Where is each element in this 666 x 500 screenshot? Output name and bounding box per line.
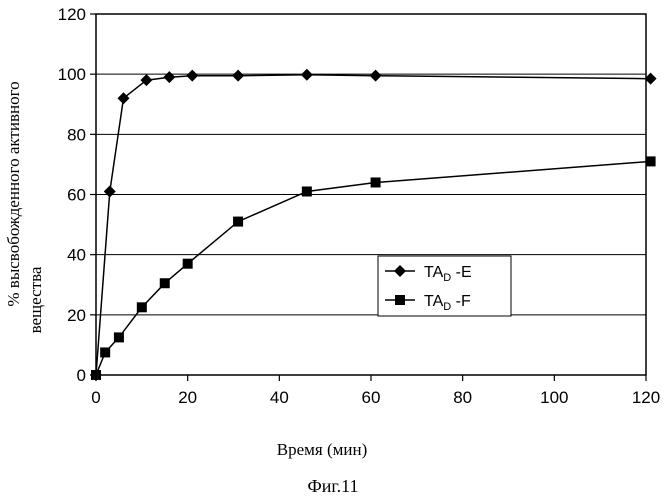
- series-0-point-4: [163, 71, 175, 83]
- y-axis-title-line-2: вещества: [26, 266, 45, 333]
- legend-marker-1: [395, 295, 405, 305]
- y-tick-label-6: 120: [58, 5, 86, 24]
- series-layer: [90, 69, 657, 381]
- series-1-line: [96, 161, 651, 375]
- series-0-point-6: [232, 70, 244, 82]
- series-0-point-1: [104, 185, 116, 197]
- series-0-point-7: [301, 69, 313, 81]
- x-tick-label-1: 20: [178, 388, 197, 407]
- series-1-point-5: [183, 259, 193, 269]
- y-tick-label-1: 20: [67, 306, 86, 325]
- x-axis: 0 20 40 60 80 100 120: [91, 375, 660, 407]
- x-tick-label-2: 40: [270, 388, 289, 407]
- series-1-point-2: [114, 332, 124, 342]
- y-tick-label-0: 0: [77, 366, 86, 385]
- series-1-point-8: [371, 177, 381, 187]
- series-1-point-9: [646, 156, 656, 166]
- series-0-line: [96, 75, 651, 375]
- y-tick-label-3: 60: [67, 186, 86, 205]
- x-tick-label-0: 0: [91, 388, 100, 407]
- y-axis: 0 20 40 60 80 100 120: [58, 5, 96, 385]
- series-1-point-0: [91, 370, 101, 380]
- x-tick-label-5: 100: [540, 388, 568, 407]
- series-0-point-8: [370, 70, 382, 82]
- figure-caption: Фиг.11: [307, 476, 358, 496]
- y-tick-label-2: 40: [67, 246, 86, 265]
- series-0-point-5: [186, 70, 198, 82]
- series-1-point-7: [302, 186, 312, 196]
- series-1-point-6: [233, 217, 243, 227]
- grid: [96, 74, 646, 315]
- legend: TAD -E TAD -F: [378, 256, 511, 316]
- y-tick-label-4: 80: [67, 125, 86, 144]
- series-1-point-1: [100, 347, 110, 357]
- x-tick-label-6: 120: [632, 388, 660, 407]
- y-tick-label-5: 100: [58, 65, 86, 84]
- series-1-point-4: [160, 278, 170, 288]
- series-1-point-3: [137, 302, 147, 312]
- x-tick-label-4: 80: [453, 388, 472, 407]
- x-tick-label-3: 60: [362, 388, 381, 407]
- x-axis-title: Время (мин): [277, 440, 368, 459]
- y-axis-title-line-1: % высвобожденного активного: [4, 81, 23, 306]
